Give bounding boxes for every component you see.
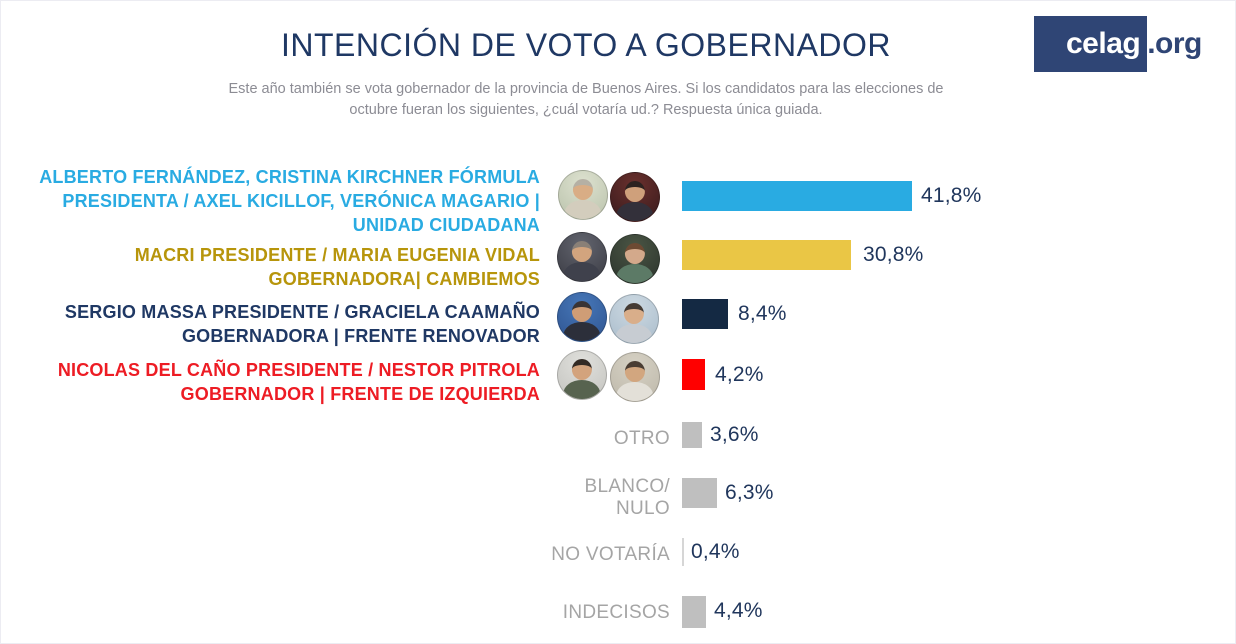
candidate-photo-maria-eugenia-vidal	[610, 234, 660, 284]
candidate-photo-alberto-fernandez	[558, 170, 608, 220]
label-line: GOBERNADORA | FRENTE RENOVADOR	[181, 326, 540, 346]
label-line: OTRO	[613, 428, 670, 449]
value-label-no-votaria: 0,4%	[691, 540, 740, 563]
value-label-otro: 3,6%	[710, 423, 759, 446]
label-line: NO VOTARÍA	[551, 544, 670, 565]
chart-subtitle-line-2: octubre fueran los siguientes, ¿cuál vot…	[349, 102, 823, 118]
label-line: GOBERNADOR | FRENTE DE IZQUIERDA	[180, 384, 540, 404]
value-label-blanco-nulo: 6,3%	[725, 481, 774, 504]
label-line: ALBERTO FERNÁNDEZ, CRISTINA KIRCHNER FÓR…	[39, 167, 540, 187]
chart-subtitle-line-1: Este año también se vota gobernador de l…	[228, 81, 944, 97]
value-label-fernandez-kicillof: 41,8%	[921, 184, 982, 207]
candidate-photo-sergio-massa	[557, 292, 607, 342]
label-line: GOBERNADORA| CAMBIEMOS	[268, 269, 540, 289]
candidate-photo-nicolas-del-cano	[557, 350, 607, 400]
category-label-blanco-nulo: BLANCO/ NULO	[450, 476, 670, 520]
bar-massa-caamano	[682, 299, 729, 329]
bar-delcano-pitrola	[682, 359, 706, 390]
candidate-photo-graciela-caamano	[609, 294, 659, 344]
category-label-otro: OTRO	[450, 428, 670, 450]
category-label-indecisos: INDECISOS	[450, 602, 670, 624]
bar-fernandez-kicillof	[682, 181, 912, 211]
value-label-massa-caamano: 8,4%	[738, 302, 787, 325]
candidate-label-massa-caamano: SERGIO MASSA PRESIDENTE / GRACIELA CAAMA…	[1, 300, 540, 348]
chart-title: INTENCIÓN DE VOTO A GOBERNADOR	[280, 27, 892, 63]
bar-indecisos	[682, 596, 707, 628]
candidate-photo-mauricio-macri	[557, 232, 607, 282]
bar-no-votaria	[682, 538, 685, 566]
label-line: UNIDAD CIUDADANA	[352, 215, 540, 235]
value-label-delcano-pitrola: 4,2%	[715, 363, 764, 386]
candidate-photo-axel-kicillof	[610, 172, 660, 222]
celag-logo-box: celag	[1034, 16, 1148, 72]
label-line: INDECISOS	[562, 602, 670, 623]
label-line: PRESIDENTA / AXEL KICILLOF, VERÓNICA MAG…	[62, 191, 540, 211]
label-line: NULO	[616, 498, 670, 519]
candidate-photo-nestor-pitrola	[610, 352, 660, 402]
category-label-no-votaria: NO VOTARÍA	[450, 544, 670, 566]
label-line: MACRI PRESIDENTE / MARIA EUGENIA VIDAL	[134, 245, 540, 265]
label-line: BLANCO/	[584, 476, 670, 497]
chart-subtitle: Este año también se vota gobernador de l…	[186, 79, 986, 121]
celag-logo-suffix: .org	[1147, 27, 1202, 60]
candidate-label-fernandez-kicillof: ALBERTO FERNÁNDEZ, CRISTINA KIRCHNER FÓR…	[1, 165, 540, 237]
candidate-label-macri-vidal: MACRI PRESIDENTE / MARIA EUGENIA VIDAL G…	[1, 243, 540, 291]
bar-macri-vidal	[682, 240, 852, 270]
label-line: NICOLAS DEL CAÑO PRESIDENTE / NESTOR PIT…	[57, 360, 540, 380]
value-label-indecisos: 4,4%	[714, 599, 763, 622]
value-label-macri-vidal: 30,8%	[863, 243, 924, 266]
bar-otro	[682, 422, 702, 448]
label-line: SERGIO MASSA PRESIDENTE / GRACIELA CAAMA…	[64, 302, 540, 322]
bar-blanco-nulo	[682, 478, 717, 508]
candidate-label-delcano-pitrola: NICOLAS DEL CAÑO PRESIDENTE / NESTOR PIT…	[1, 358, 540, 406]
celag-logo: celag .org	[1034, 16, 1202, 72]
